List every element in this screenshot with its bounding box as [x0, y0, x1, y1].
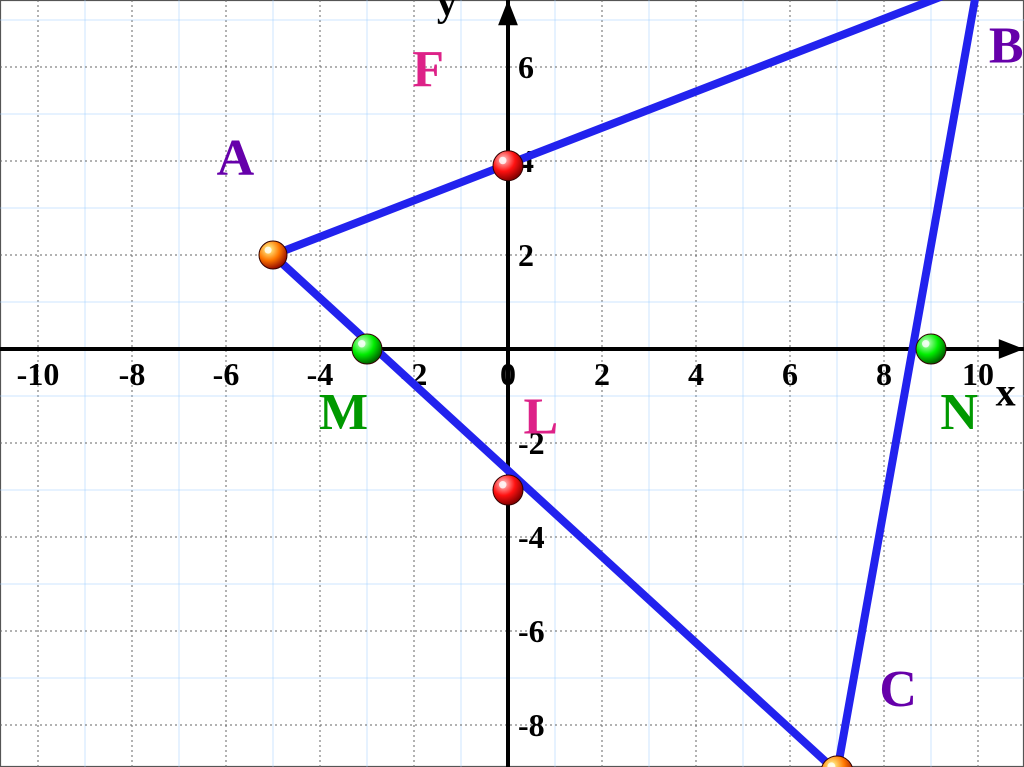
point-label-n: N — [940, 384, 978, 441]
point-label-a: A — [217, 130, 255, 187]
x-tick-label: -8 — [119, 356, 146, 392]
x-tick-label: 4 — [688, 356, 704, 392]
point-label-b: B — [989, 17, 1024, 74]
point-l — [493, 475, 523, 505]
point-label-f: F — [412, 41, 444, 98]
point-highlight — [499, 481, 507, 489]
x-axis-label: x — [996, 369, 1016, 414]
x-tick-label: -6 — [213, 356, 240, 392]
point-highlight — [922, 340, 930, 348]
point-n — [916, 334, 946, 364]
x-axis-arrow-icon — [999, 339, 1024, 359]
x-tick-labels: -10-8-6-4-20246810 — [17, 356, 994, 392]
point-label-c: C — [879, 661, 917, 718]
point-highlight — [358, 340, 366, 348]
y-axis-arrow-icon — [498, 0, 518, 25]
y-tick-labels: -8-6-4-22468 — [518, 0, 545, 743]
point-a — [259, 241, 287, 269]
point-highlight — [499, 157, 507, 165]
x-tick-label: 0 — [500, 356, 516, 392]
x-tick-label: -10 — [17, 356, 60, 392]
coordinate-chart: -10-8-6-4-20246810-8-6-4-22468xyABCFLMN — [0, 0, 1024, 767]
y-axis-label: y — [437, 0, 457, 24]
y-tick-label: -4 — [518, 519, 545, 555]
y-tick-label: 6 — [518, 49, 534, 85]
y-tick-label: 2 — [518, 237, 534, 273]
point-highlight — [265, 247, 272, 254]
y-tick-label: -6 — [518, 613, 545, 649]
x-tick-label: 8 — [876, 356, 892, 392]
x-tick-label: 2 — [594, 356, 610, 392]
x-tick-label: 6 — [782, 356, 798, 392]
point-m — [352, 334, 382, 364]
point-label-m: M — [319, 384, 368, 441]
y-tick-label: -8 — [518, 707, 545, 743]
point-label-l: L — [524, 389, 559, 446]
point-f — [493, 151, 523, 181]
triangle-abc — [273, 0, 978, 767]
